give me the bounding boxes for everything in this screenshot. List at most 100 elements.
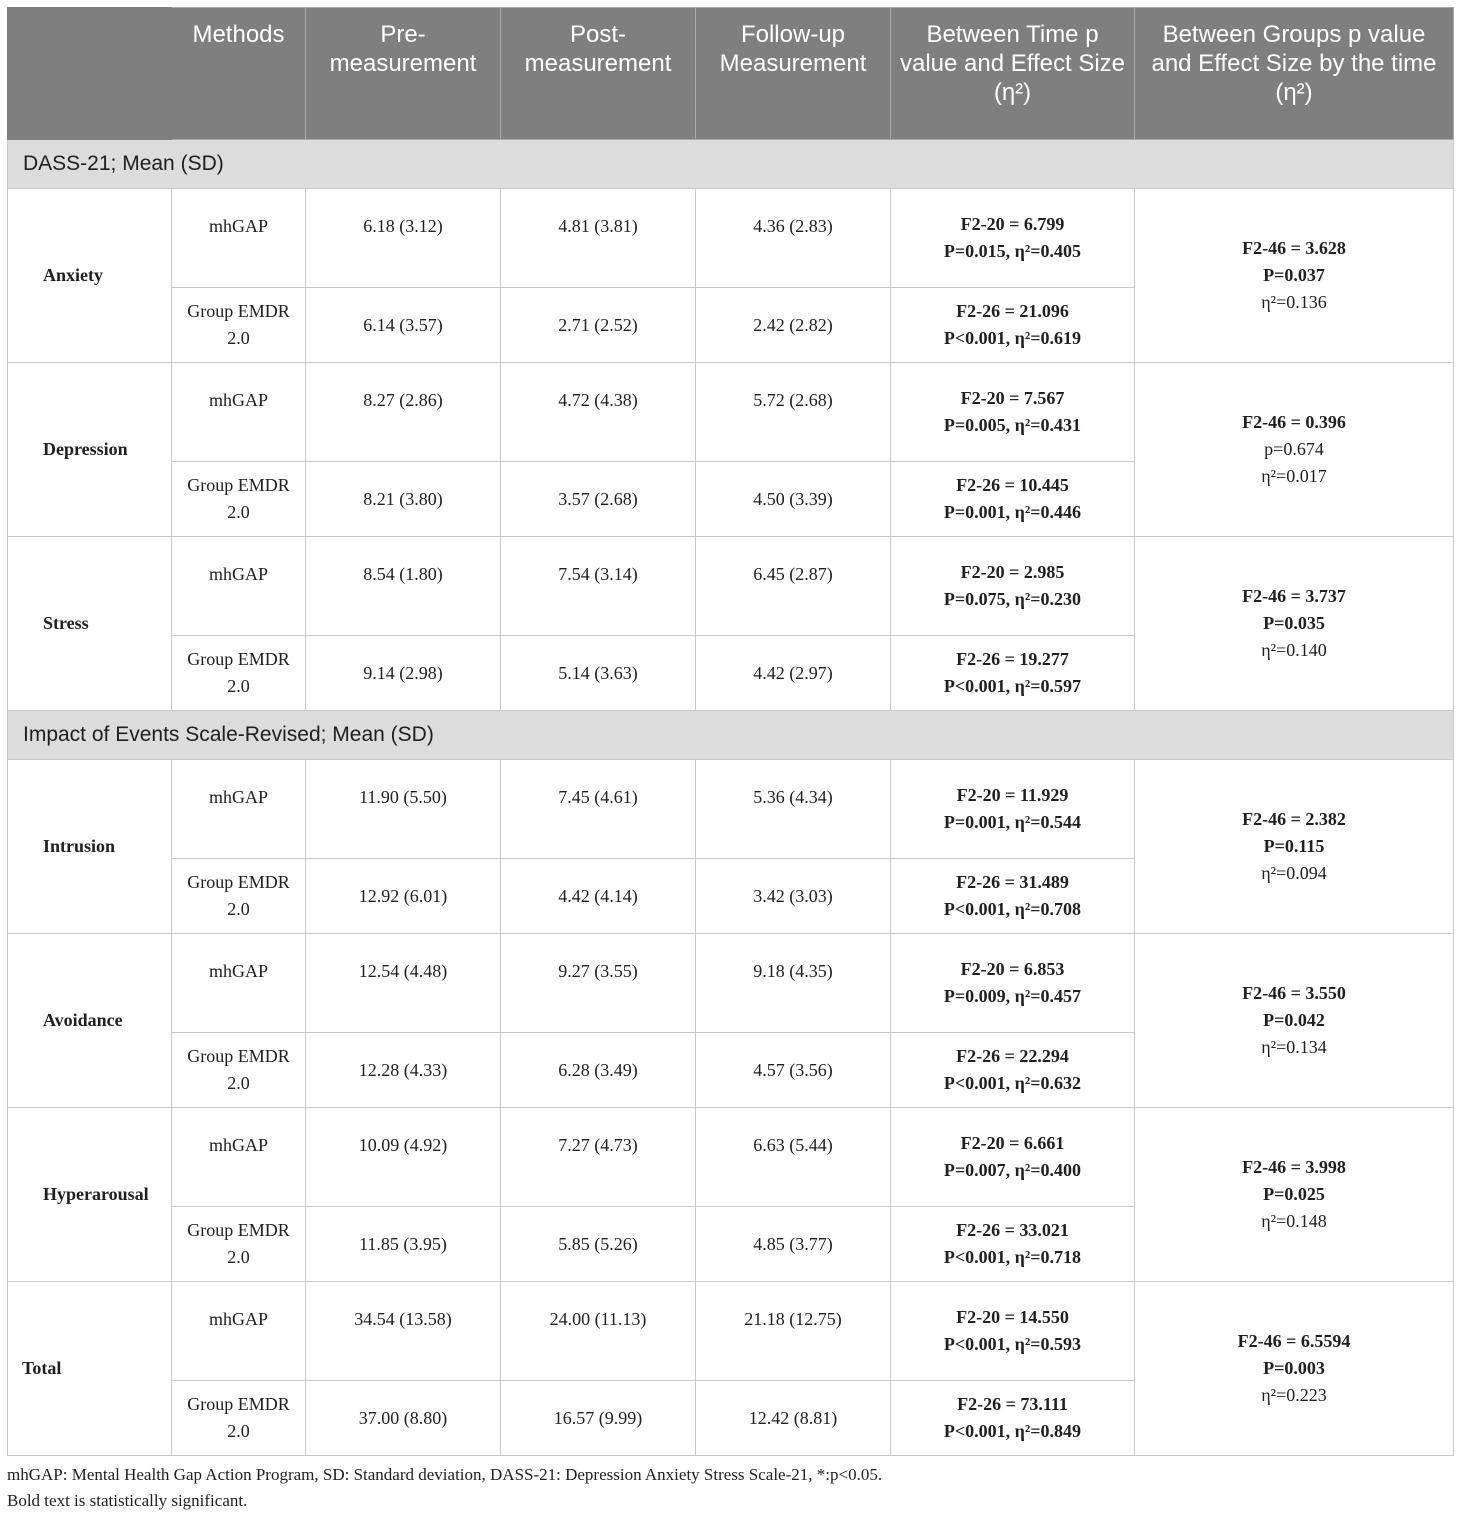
method-cell: Group EMDR 2.0 (171, 287, 306, 363)
method-cell: Group EMDR 2.0 (171, 858, 306, 934)
post-value: 2.71 (2.52) (500, 287, 696, 363)
table-row: Avoidance mhGAP 12.54 (4.48) 9.27 (3.55) 9.1… (7, 933, 1454, 1108)
between-time-f: F2-20 = 11.929 (956, 785, 1069, 805)
between-time-p: P=0.007, η²=0.400 (943, 1160, 1082, 1180)
table-body: DASS-21; Mean (SD) Anxiety mhGAP 6.18 (3.12… (7, 139, 1454, 1456)
method-cell: mhGAP (171, 1281, 306, 1381)
between-time-p: P=0.001, η²=0.544 (943, 812, 1082, 832)
results-table: Methods Pre-measurement Post-measurement… (7, 7, 1454, 1456)
between-time-p: P<0.001, η²=0.593 (943, 1334, 1082, 1354)
between-time-p: P<0.001, η²=0.718 (943, 1247, 1082, 1267)
between-groups-f: F2-46 = 0.396 (1242, 412, 1346, 432)
table-row: Group EMDR 2.0 9.14 (2.98) 5.14 (3.63) 4.42… (8, 635, 1454, 711)
measure-label: Anxiety (7, 188, 172, 363)
follow-up-value: 5.36 (4.34) (695, 759, 891, 859)
between-time-cell: F2-20 = 14.550 P<0.001, η²=0.593 (890, 1281, 1135, 1381)
method-cell: mhGAP (171, 362, 306, 462)
post-value: 24.00 (11.13) (500, 1281, 696, 1381)
method-cell: Group EMDR 2.0 (171, 635, 306, 711)
between-groups-f: F2-46 = 3.550 (1242, 983, 1346, 1003)
pre-value: 8.21 (3.80) (305, 461, 501, 537)
between-groups-eta: η²=0.223 (1261, 1385, 1327, 1405)
between-groups-p: P=0.037 (1263, 265, 1325, 285)
between-time-f: F2-26 = 33.021 (956, 1220, 1069, 1240)
between-time-f: F2-26 = 73.111 (957, 1394, 1068, 1414)
between-groups-f: F2-46 = 3.998 (1242, 1157, 1346, 1177)
between-time-f: F2-20 = 7.567 (960, 388, 1065, 408)
between-groups-p: P=0.003 (1263, 1358, 1325, 1378)
pre-value: 12.92 (6.01) (305, 858, 501, 934)
between-groups-cell: F2-46 = 0.396 p=0.674 η²=0.017 (1134, 362, 1454, 537)
measure-label: Intrusion (7, 759, 172, 934)
between-time-cell: F2-26 = 22.294 P<0.001, η²=0.632 (890, 1032, 1135, 1108)
between-time-cell: F2-26 = 73.111 P<0.001, η²=0.849 (890, 1380, 1135, 1456)
between-time-p: P=0.005, η²=0.431 (943, 415, 1082, 435)
between-groups-f: F2-46 = 3.628 (1242, 238, 1346, 258)
header-methods: Methods (171, 7, 306, 140)
between-time-cell: F2-26 = 21.096 P<0.001, η²=0.619 (890, 287, 1135, 363)
between-groups-cell: F2-46 = 3.737 P=0.035 η²=0.140 (1134, 536, 1454, 711)
post-value: 7.45 (4.61) (500, 759, 696, 859)
between-time-cell: F2-26 = 19.277 P<0.001, η²=0.597 (890, 635, 1135, 711)
follow-up-value: 2.42 (2.82) (695, 287, 891, 363)
follow-up-value: 21.18 (12.75) (695, 1281, 891, 1381)
method-cell: mhGAP (171, 536, 306, 636)
between-time-cell: F2-20 = 6.661 P=0.007, η²=0.400 (890, 1107, 1135, 1207)
table-row: Group EMDR 2.0 11.85 (3.95) 5.85 (5.26) 4.8… (8, 1206, 1454, 1282)
between-time-f: F2-20 = 6.799 (960, 214, 1065, 234)
post-value: 5.14 (3.63) (500, 635, 696, 711)
post-value: 7.54 (3.14) (500, 536, 696, 636)
table-row: Group EMDR 2.0 12.92 (6.01) 4.42 (4.14) 3.4… (8, 858, 1454, 934)
method-cell: mhGAP (171, 933, 306, 1033)
between-time-cell: F2-20 = 6.799 P=0.015, η²=0.405 (890, 188, 1135, 288)
results-table-container: Methods Pre-measurement Post-measurement… (7, 7, 1454, 1514)
between-time-p: P=0.009, η²=0.457 (943, 986, 1082, 1006)
measure-label: Hyperarousal (7, 1107, 172, 1282)
post-value: 9.27 (3.55) (500, 933, 696, 1033)
pre-value: 11.90 (5.50) (305, 759, 501, 859)
between-time-cell: F2-20 = 11.929 P=0.001, η²=0.544 (890, 759, 1135, 859)
header-post-measurement: Post-measurement (500, 7, 696, 140)
method-cell: Group EMDR 2.0 (171, 1380, 306, 1456)
between-time-f: F2-20 = 6.853 (960, 959, 1065, 979)
between-time-p: P=0.001, η²=0.446 (943, 502, 1082, 522)
between-time-cell: F2-20 = 7.567 P=0.005, η²=0.431 (890, 362, 1135, 462)
between-groups-f: F2-46 = 2.382 (1242, 809, 1346, 829)
between-groups-cell: F2-46 = 6.5594 P=0.003 η²=0.223 (1134, 1281, 1454, 1456)
follow-up-value: 5.72 (2.68) (695, 362, 891, 462)
between-time-p: P<0.001, η²=0.597 (943, 676, 1082, 696)
table-row: Group EMDR 2.0 12.28 (4.33) 6.28 (3.49) 4.5… (8, 1032, 1454, 1108)
section-title: DASS-21; Mean (SD) (7, 139, 1454, 189)
method-cell: mhGAP (171, 188, 306, 288)
between-time-p: P<0.001, η²=0.619 (943, 328, 1082, 348)
header-follow-up-measurement: Follow-up Measurement (695, 7, 891, 140)
between-groups-p: p=0.674 (1264, 439, 1324, 459)
table-row: Anxiety mhGAP 6.18 (3.12) 4.81 (3.81) 4.36 (… (7, 188, 1454, 363)
between-time-f: F2-26 = 22.294 (956, 1046, 1069, 1066)
header-row: Methods Pre-measurement Post-measurement… (7, 7, 1454, 140)
between-groups-eta: η²=0.134 (1261, 1037, 1327, 1057)
method-cell: Group EMDR 2.0 (171, 1032, 306, 1108)
follow-up-value: 4.42 (2.97) (695, 635, 891, 711)
follow-up-value: 4.50 (3.39) (695, 461, 891, 537)
post-value: 4.42 (4.14) (500, 858, 696, 934)
section-title: Impact of Events Scale-Revised; Mean (SD… (7, 710, 1454, 760)
section-row: Impact of Events Scale-Revised; Mean (SD… (7, 710, 1454, 760)
method-cell: Group EMDR 2.0 (171, 1206, 306, 1282)
section-row: DASS-21; Mean (SD) (7, 139, 1454, 189)
between-time-f: F2-20 = 14.550 (956, 1307, 1069, 1327)
between-time-p: P<0.001, η²=0.708 (943, 899, 1082, 919)
pre-value: 11.85 (3.95) (305, 1206, 501, 1282)
table-row: Depression mhGAP 8.27 (2.86) 4.72 (4.38) 5.7… (7, 362, 1454, 537)
between-groups-p: P=0.042 (1263, 1010, 1325, 1030)
pre-value: 9.14 (2.98) (305, 635, 501, 711)
between-time-cell: F2-20 = 6.853 P=0.009, η²=0.457 (890, 933, 1135, 1033)
between-groups-eta: η²=0.148 (1261, 1211, 1327, 1231)
pre-value: 34.54 (13.58) (305, 1281, 501, 1381)
header-between-time: Between Time p value and Effect Size (η²… (890, 7, 1135, 140)
between-groups-cell: F2-46 = 3.998 P=0.025 η²=0.148 (1134, 1107, 1454, 1282)
post-value: 7.27 (4.73) (500, 1107, 696, 1207)
follow-up-value: 12.42 (8.81) (695, 1380, 891, 1456)
between-groups-p: P=0.115 (1263, 836, 1325, 856)
pre-value: 12.28 (4.33) (305, 1032, 501, 1108)
